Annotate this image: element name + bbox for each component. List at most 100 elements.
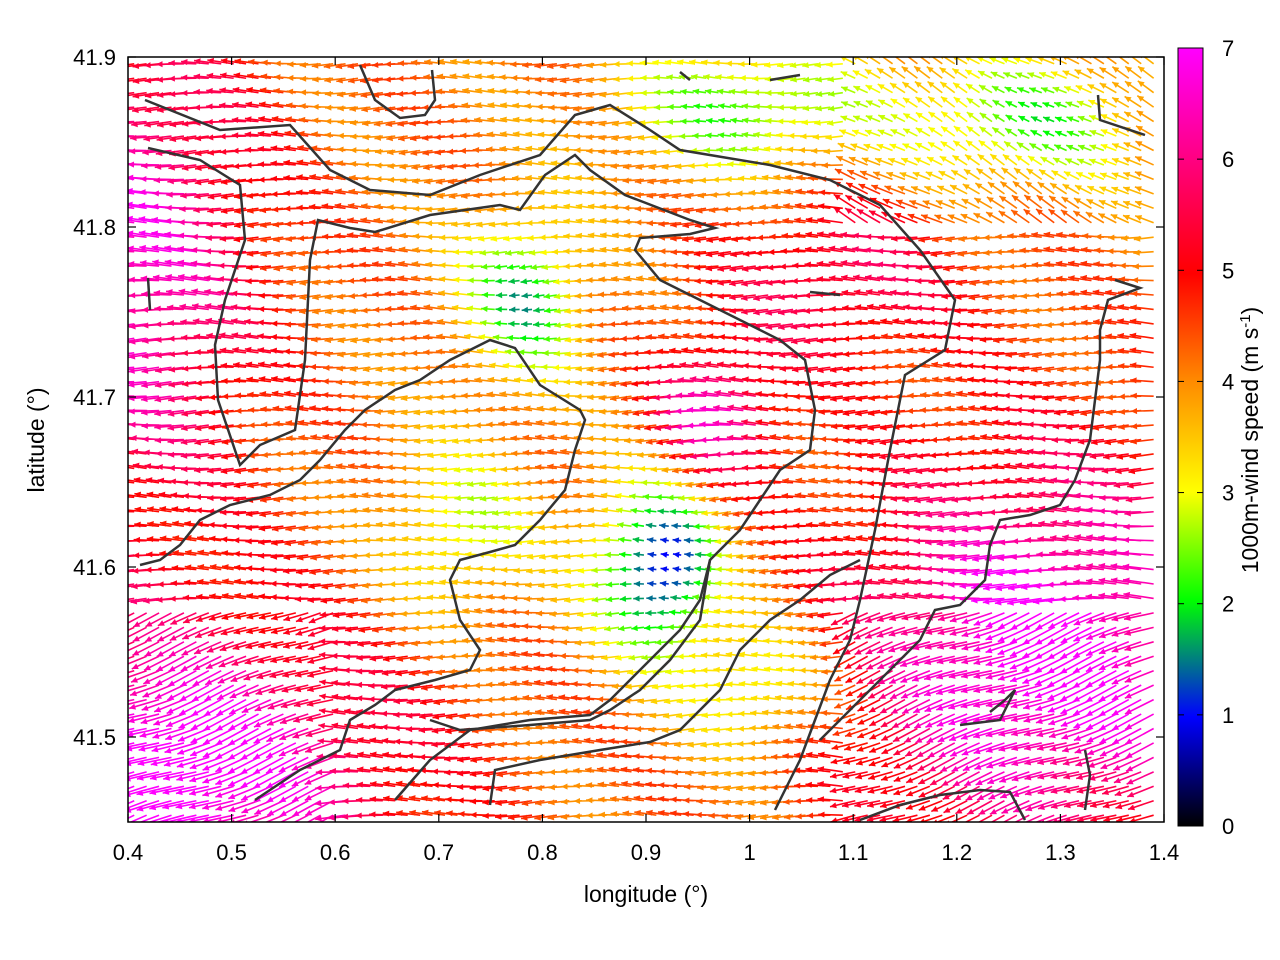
wind-arrow-head	[725, 608, 733, 615]
wind-arrow-head	[701, 682, 708, 689]
wind-arrow-head	[924, 690, 932, 697]
wind-arrow-head	[1098, 710, 1106, 716]
wind-arrow-head	[1125, 738, 1133, 744]
wind-arrow-head	[936, 658, 944, 665]
wind-arrow-head	[133, 536, 141, 543]
wind-arrow-head	[697, 784, 704, 791]
wind-arrow-head	[1047, 581, 1054, 588]
wind-arrow-head	[805, 781, 812, 788]
wind-arrow-head	[345, 626, 352, 633]
wind-arrow-head	[1010, 702, 1018, 709]
wind-arrow-head	[369, 737, 377, 744]
wind-arrow-head	[107, 661, 114, 667]
wind-arrow-head	[521, 679, 529, 686]
wind-arrow-head	[1061, 549, 1069, 556]
wind-arrow-head	[1074, 548, 1081, 555]
wind-arrow-head	[741, 449, 748, 456]
wind-arrow-head	[1086, 650, 1094, 656]
wind-arrow-head	[1003, 462, 1011, 469]
wind-arrow-head	[834, 702, 842, 709]
wind-arrow-head	[401, 521, 409, 528]
wind-arrow-head	[770, 769, 778, 776]
wind-arrow-head	[546, 694, 554, 701]
wind-arrow-head	[1026, 448, 1034, 455]
wind-arrow-head	[498, 711, 505, 718]
wind-arrow-head	[1072, 594, 1079, 601]
wind-arrow-head	[689, 637, 696, 644]
wind-arrow-head	[998, 761, 1006, 768]
wind-arrow-head	[817, 612, 825, 619]
wind-arrow-head	[1010, 676, 1018, 683]
wind-arrow-head	[796, 626, 804, 633]
wind-arrow-head	[1098, 562, 1106, 569]
wind-arrow-head	[816, 597, 824, 604]
wind-arrow-head	[586, 449, 594, 456]
wind-arrow-head	[855, 465, 862, 472]
wind-arrow-head	[914, 722, 922, 729]
wind-arrow-head	[412, 625, 419, 632]
wind-arrow-head	[207, 630, 215, 637]
wind-arrow-head	[548, 738, 555, 745]
wind-arrow-head	[233, 628, 241, 635]
wind-arrow-head	[713, 637, 720, 644]
wind-arrow-head	[817, 536, 825, 543]
wind-arrow-head	[1052, 818, 1058, 822]
wind-arrow-head	[414, 594, 421, 602]
wind-arrow-head	[985, 647, 993, 654]
wind-arrow-head	[967, 449, 975, 456]
wind-arrow-head	[959, 582, 967, 590]
wind-arrow-head	[526, 553, 534, 560]
wind-arrow-head	[560, 448, 567, 455]
wind-arrow-head	[347, 597, 355, 604]
wind-arrow-head	[672, 566, 680, 573]
wind-arrow-head	[115, 394, 121, 400]
wind-arrow-head	[233, 496, 240, 503]
wind-arrow-head	[699, 421, 706, 428]
wind-arrow-head	[445, 728, 452, 735]
wind-arrow-head	[677, 668, 684, 675]
wind-arrow-head	[548, 769, 555, 776]
wind-arrow-head	[368, 709, 375, 716]
wind-arrow-head	[539, 553, 546, 560]
wind-arrow-head	[132, 462, 140, 469]
wind-arrow-head	[376, 536, 383, 543]
wind-arrow-head	[136, 805, 144, 812]
wind-arrow-head	[605, 581, 613, 588]
wind-arrow-head	[311, 524, 319, 531]
wind-arrow-head	[642, 639, 650, 646]
wind-arrow-head	[605, 596, 613, 603]
wind-arrow-head	[452, 438, 459, 445]
wind-arrow-head	[469, 784, 477, 791]
wind-arrow-head	[147, 520, 154, 528]
wind-arrow-head	[284, 540, 292, 547]
wind-arrow-head	[219, 495, 227, 503]
wind-arrow-head	[633, 595, 640, 602]
wind-arrow-head	[869, 720, 877, 726]
wind-arrow-head	[1111, 615, 1119, 622]
wind-arrow-head	[209, 563, 217, 570]
wind-arrow-head	[461, 392, 468, 399]
wind-arrow-head	[974, 764, 982, 770]
wind-arrow-head	[546, 652, 553, 659]
wind-arrow-head	[804, 537, 812, 544]
wind-arrow-head	[476, 565, 483, 572]
wind-arrow-head	[586, 812, 593, 819]
wind-arrow-head	[676, 439, 684, 446]
wind-arrow-head	[960, 541, 968, 548]
wind-arrow-head	[819, 422, 826, 429]
wind-arrow-head	[144, 463, 152, 470]
wind-arrow-head	[547, 638, 554, 645]
wind-arrow-head	[228, 739, 236, 746]
wind-arrow-head	[469, 771, 477, 778]
wind-arrow-head	[972, 556, 979, 563]
wind-arrow-head	[521, 814, 528, 821]
wind-arrow-head	[355, 668, 363, 675]
wind-arrow-head	[444, 755, 451, 763]
wind-arrow-head	[271, 614, 278, 621]
wind-arrow-head	[446, 698, 454, 705]
wind-arrow-head	[185, 549, 192, 556]
wind-arrow-head	[134, 506, 142, 513]
wind-arrow-head	[737, 740, 744, 747]
wind-arrow-head	[671, 769, 679, 776]
wind-arrow-head	[383, 795, 390, 802]
